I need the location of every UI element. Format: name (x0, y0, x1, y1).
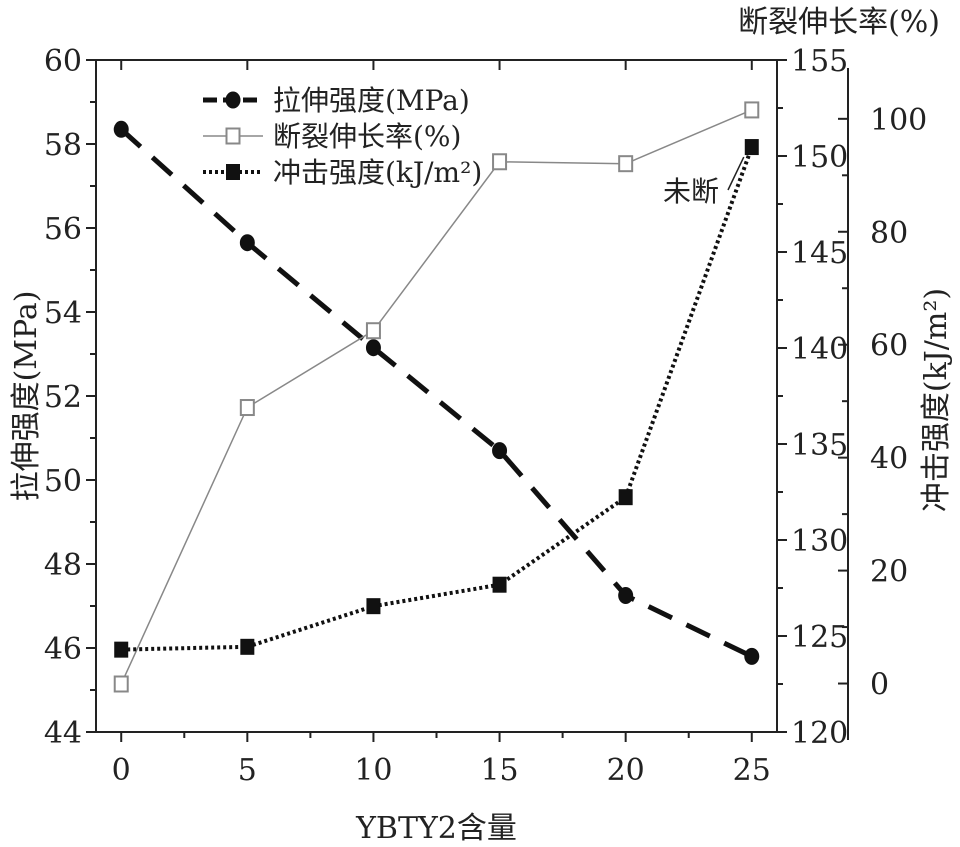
legend-item: 冲击强度(kJ/m²) (203, 156, 482, 189)
right-y1-tick-label: 130 (791, 524, 848, 559)
right-y1-tick-label: 140 (791, 332, 848, 367)
legend-label: 断裂伸长率(%) (273, 120, 461, 153)
left-y-tick-label: 48 (44, 548, 82, 583)
annotation-label: 未断 (663, 175, 719, 208)
data-point (225, 127, 241, 145)
data-point (492, 442, 508, 460)
right-y1-tick-label: 145 (791, 236, 848, 271)
series-1 (113, 120, 760, 665)
axes-layer: 0 5 10 15 20 25 YBTY2含量 44 46 48 50 52 54 56 58 60 拉伸强度(… (9, 5, 954, 846)
series-2 (113, 101, 760, 693)
data-point (365, 339, 381, 357)
right-y2-tick-label: 80 (870, 216, 908, 251)
left-y-tick-label: 46 (44, 632, 82, 667)
data-point (113, 675, 129, 693)
data-point (240, 638, 255, 655)
data-point (239, 234, 255, 252)
x-tick-label: 10 (354, 753, 392, 788)
data-point (618, 155, 634, 173)
right-y1-tick-label: 125 (791, 620, 848, 655)
series-line (120, 109, 753, 685)
data-point (618, 489, 633, 506)
data-point (365, 322, 381, 340)
x-tick-label: 20 (607, 753, 645, 788)
right-y2-tick-label: 40 (870, 442, 908, 477)
legend-label: 冲击强度(kJ/m²) (273, 156, 482, 189)
right-y1-tick-label: 150 (791, 140, 848, 175)
series-layer (113, 101, 760, 693)
data-point (744, 647, 760, 665)
data-point (113, 120, 129, 138)
right-y2-axis-title: 冲击强度(kJ/m²) (919, 288, 954, 512)
data-point (744, 101, 760, 119)
right-y1-axis-title: 断裂伸长率(%) (738, 5, 940, 40)
x-tick-label: 15 (480, 753, 518, 788)
data-point (114, 641, 129, 658)
left-y-tick-label: 44 (44, 716, 82, 751)
right-y2-tick-label: 20 (870, 555, 908, 590)
left-y-tick-label: 56 (44, 212, 82, 247)
data-point (492, 153, 508, 171)
annotation-layer: 未断 (663, 156, 745, 208)
series-line (121, 146, 754, 652)
left-y-tick-label: 52 (44, 380, 82, 415)
data-point (226, 164, 240, 180)
right-y1-tick-label: 120 (791, 716, 848, 751)
x-tick-label: 0 (112, 753, 131, 788)
x-axis-title: YBTY2含量 (355, 811, 517, 846)
data-point (744, 139, 759, 156)
annotation-pointer (727, 156, 745, 191)
legend-label: 拉伸强度(MPa) (273, 84, 470, 117)
right-y2-tick-label: 100 (870, 103, 927, 138)
series-3 (114, 139, 759, 658)
legend: 拉伸强度(MPa)断裂伸长率(%)冲击强度(kJ/m²) (203, 84, 482, 189)
data-point (492, 576, 507, 593)
legend-item: 断裂伸长率(%) (203, 120, 461, 153)
x-tick-label: 25 (733, 753, 771, 788)
series-line (119, 127, 753, 659)
data-point (239, 399, 255, 417)
right-y2-tick-label: 0 (870, 668, 889, 703)
data-point (225, 91, 241, 109)
left-y-tick-label: 58 (44, 128, 82, 163)
left-y-axis-title: 拉伸强度(MPa) (9, 291, 44, 502)
legend-item: 拉伸强度(MPa) (203, 84, 470, 117)
left-y-tick-label: 60 (44, 44, 82, 79)
data-point (366, 598, 381, 615)
right-y1-tick-label: 155 (791, 44, 848, 79)
right-y2-tick-label: 60 (870, 329, 908, 364)
x-tick-label: 5 (238, 753, 257, 788)
left-y-tick-label: 54 (44, 296, 82, 331)
left-y-tick-label: 50 (44, 464, 82, 499)
data-point (618, 587, 634, 604)
